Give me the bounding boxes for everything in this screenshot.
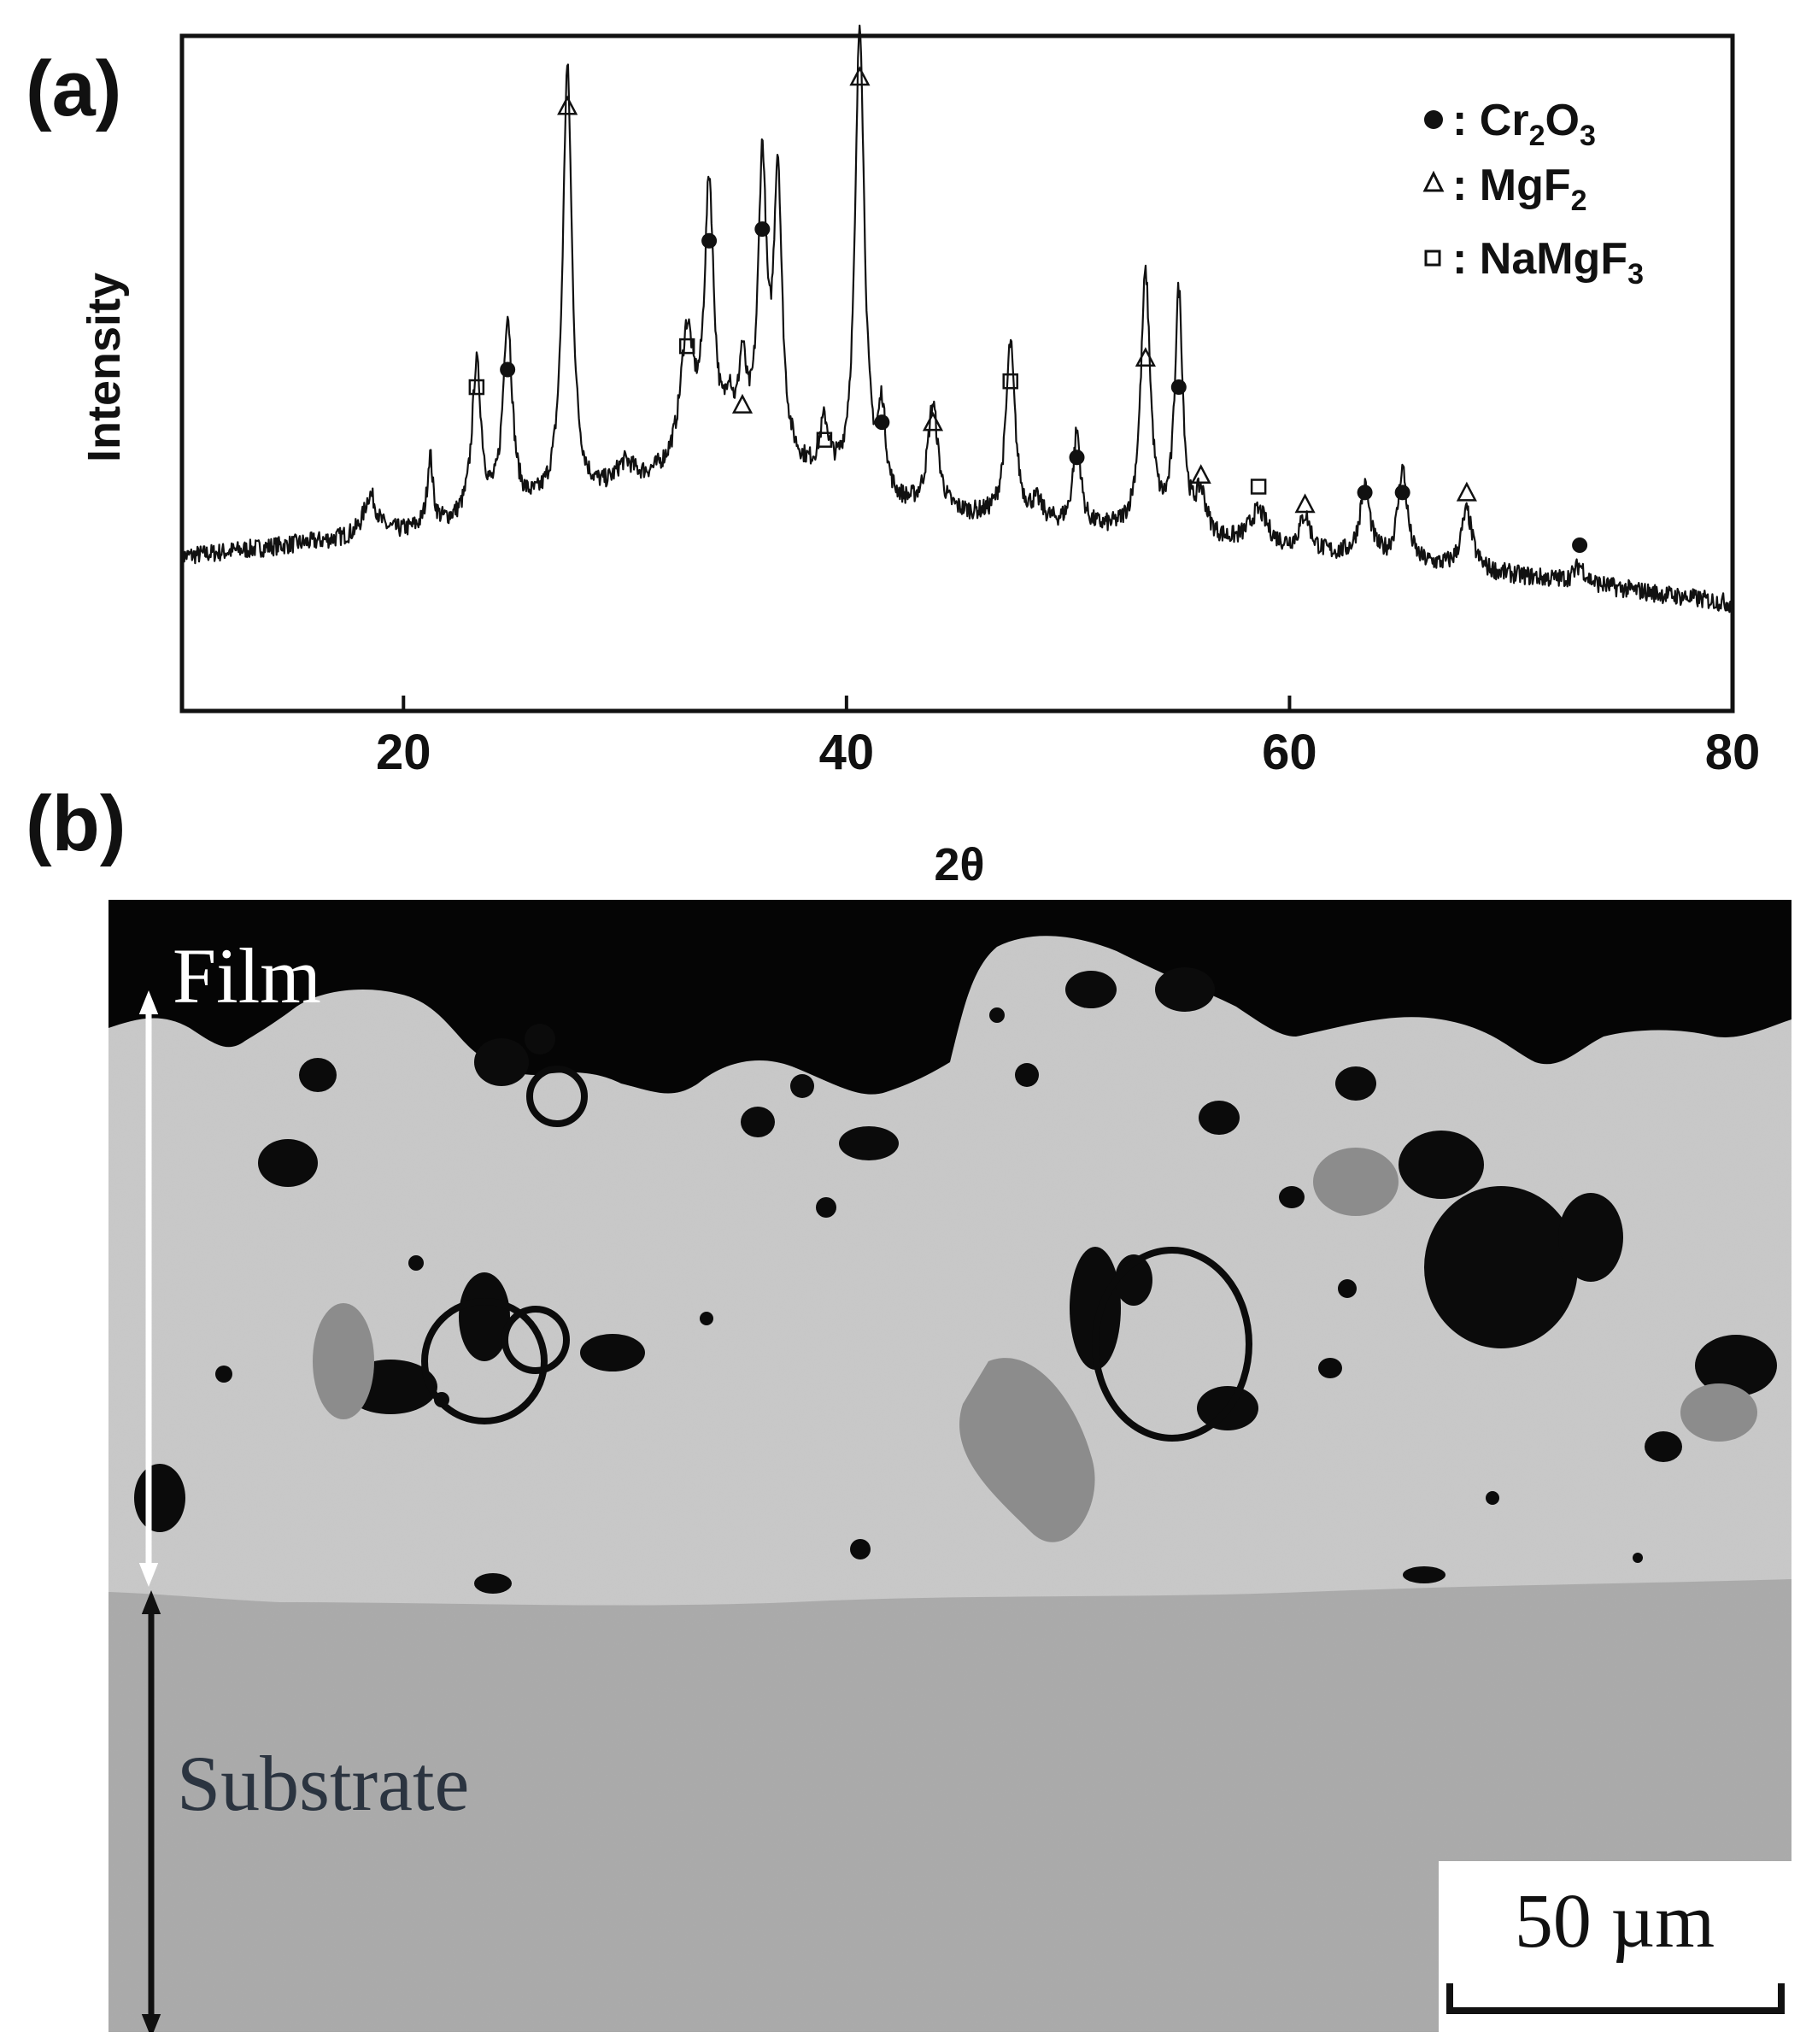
x-tick-label: 80 bbox=[1705, 725, 1761, 780]
x-tick-label: 60 bbox=[1262, 725, 1317, 780]
marker-cr2o3 bbox=[701, 232, 718, 249]
marker-cr2o3 bbox=[1069, 449, 1085, 466]
marker-cr2o3 bbox=[1357, 485, 1373, 501]
marker-namgf3 bbox=[1002, 373, 1018, 390]
sem-micrograph: Film Substrate 50 µm bbox=[108, 900, 1791, 2032]
marker-mgf2 bbox=[1456, 481, 1477, 502]
marker-namgf3 bbox=[678, 338, 695, 355]
legend-marker-namgf3 bbox=[1424, 250, 1441, 267]
legend-marker-cr2o3 bbox=[1424, 110, 1443, 129]
scale-bar-box bbox=[1439, 1861, 1791, 2032]
marker-namgf3 bbox=[816, 432, 833, 448]
inclusions bbox=[313, 1148, 1757, 1542]
marker-cr2o3 bbox=[754, 221, 771, 238]
marker-mgf2 bbox=[1294, 493, 1316, 514]
legend: : Cr2O3 : MgF2 : NaMgF3 bbox=[1422, 96, 1644, 291]
marker-cr2o3 bbox=[500, 361, 516, 378]
legend-entry-namgf3: : NaMgF3 bbox=[1452, 234, 1644, 291]
substrate-label: Substrate bbox=[177, 1740, 469, 1827]
xrd-pattern-line bbox=[180, 24, 1733, 614]
marker-cr2o3 bbox=[1170, 379, 1187, 396]
peak-markers bbox=[468, 66, 1588, 553]
legend-marker-mgf2 bbox=[1422, 170, 1445, 192]
legend-entry-mgf2: : MgF2 bbox=[1452, 161, 1587, 217]
x-tick-label: 20 bbox=[376, 725, 431, 780]
plot-frame bbox=[179, 33, 1735, 714]
marker-namgf3 bbox=[468, 379, 485, 396]
marker-mgf2 bbox=[1135, 347, 1156, 367]
x-tick-label: 40 bbox=[819, 725, 875, 780]
marker-mgf2 bbox=[557, 95, 578, 115]
film-label: Film bbox=[173, 932, 321, 1019]
marker-mgf2 bbox=[849, 66, 871, 86]
marker-cr2o3 bbox=[1572, 537, 1588, 553]
substrate-region bbox=[108, 1575, 1791, 2032]
x-axis-ticks: 20 40 60 80 bbox=[376, 696, 1760, 780]
y-axis-label: Intensity bbox=[79, 273, 130, 462]
marker-cr2o3 bbox=[1394, 485, 1410, 501]
scale-bar bbox=[1446, 1983, 1785, 2014]
panel-label-b: (b) bbox=[26, 780, 126, 867]
scale-bar-label: 50 µm bbox=[1515, 1879, 1715, 1964]
pore-rims bbox=[421, 1066, 1252, 1442]
xrd-chart: 20 40 60 80 Intensity 2θ : Cr2O3 : MgF2 : N… bbox=[79, 24, 1760, 890]
marker-mgf2 bbox=[1190, 464, 1211, 485]
legend-entry-cr2o3: : Cr2O3 bbox=[1452, 96, 1596, 152]
marker-namgf3 bbox=[1250, 479, 1267, 495]
panel-label-a: (a) bbox=[26, 45, 122, 132]
x-axis-label: 2θ bbox=[934, 839, 984, 890]
marker-mgf2 bbox=[922, 411, 944, 432]
marker-mgf2 bbox=[731, 393, 754, 414]
marker-cr2o3 bbox=[874, 414, 890, 431]
